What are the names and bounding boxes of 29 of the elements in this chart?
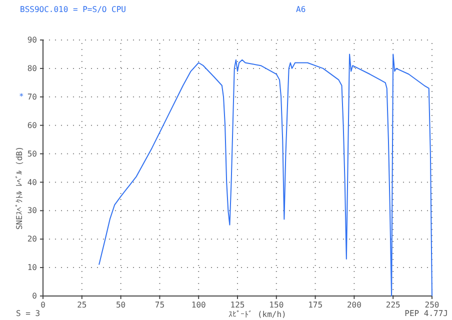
x-tick-label: 100	[191, 300, 206, 310]
x-tick-label: 175	[308, 300, 323, 310]
text: PEP 4.77J	[404, 309, 448, 318]
y-tick-label: 30	[27, 206, 38, 216]
y-tick-label: 70	[27, 92, 38, 102]
y-tick-label: 50	[27, 149, 38, 158]
x-tick-label: 150	[269, 300, 284, 310]
y-tick-label: 10	[27, 263, 38, 272]
y-tick-label: 0	[32, 292, 38, 301]
x-tick-label: 250	[424, 300, 440, 310]
line-series	[98, 54, 432, 296]
x-tick-label: 225	[386, 300, 401, 310]
y-axis-title: SNEｽﾍﾟｸﾄﾙ ﾚﾍﾞﾙ (dB)	[15, 146, 24, 230]
y-tick-label: 20	[27, 234, 38, 244]
chart-subtitle: A6	[296, 5, 306, 14]
x-tick-label: 125	[230, 300, 245, 310]
x-axis-title: ｽﾋﾟｰﾄﾞ (km/h)	[228, 310, 286, 319]
x-tick-label: 200	[346, 300, 362, 310]
y-tick-label: 90	[27, 36, 38, 45]
chart-title: BSS9OC.010 = P=S/O CPU	[20, 5, 126, 14]
x-tick-label: 50	[116, 300, 126, 310]
y-tick-label: 80	[27, 64, 38, 74]
x-tick-label: 25	[77, 300, 87, 310]
x-tick-label: 0	[40, 300, 46, 310]
y-tick-label: 40	[27, 178, 38, 187]
y-tick-label: 60	[27, 120, 38, 130]
text: S = 3	[16, 309, 40, 318]
x-tick-label: 75	[154, 300, 165, 310]
text: *	[19, 92, 24, 101]
